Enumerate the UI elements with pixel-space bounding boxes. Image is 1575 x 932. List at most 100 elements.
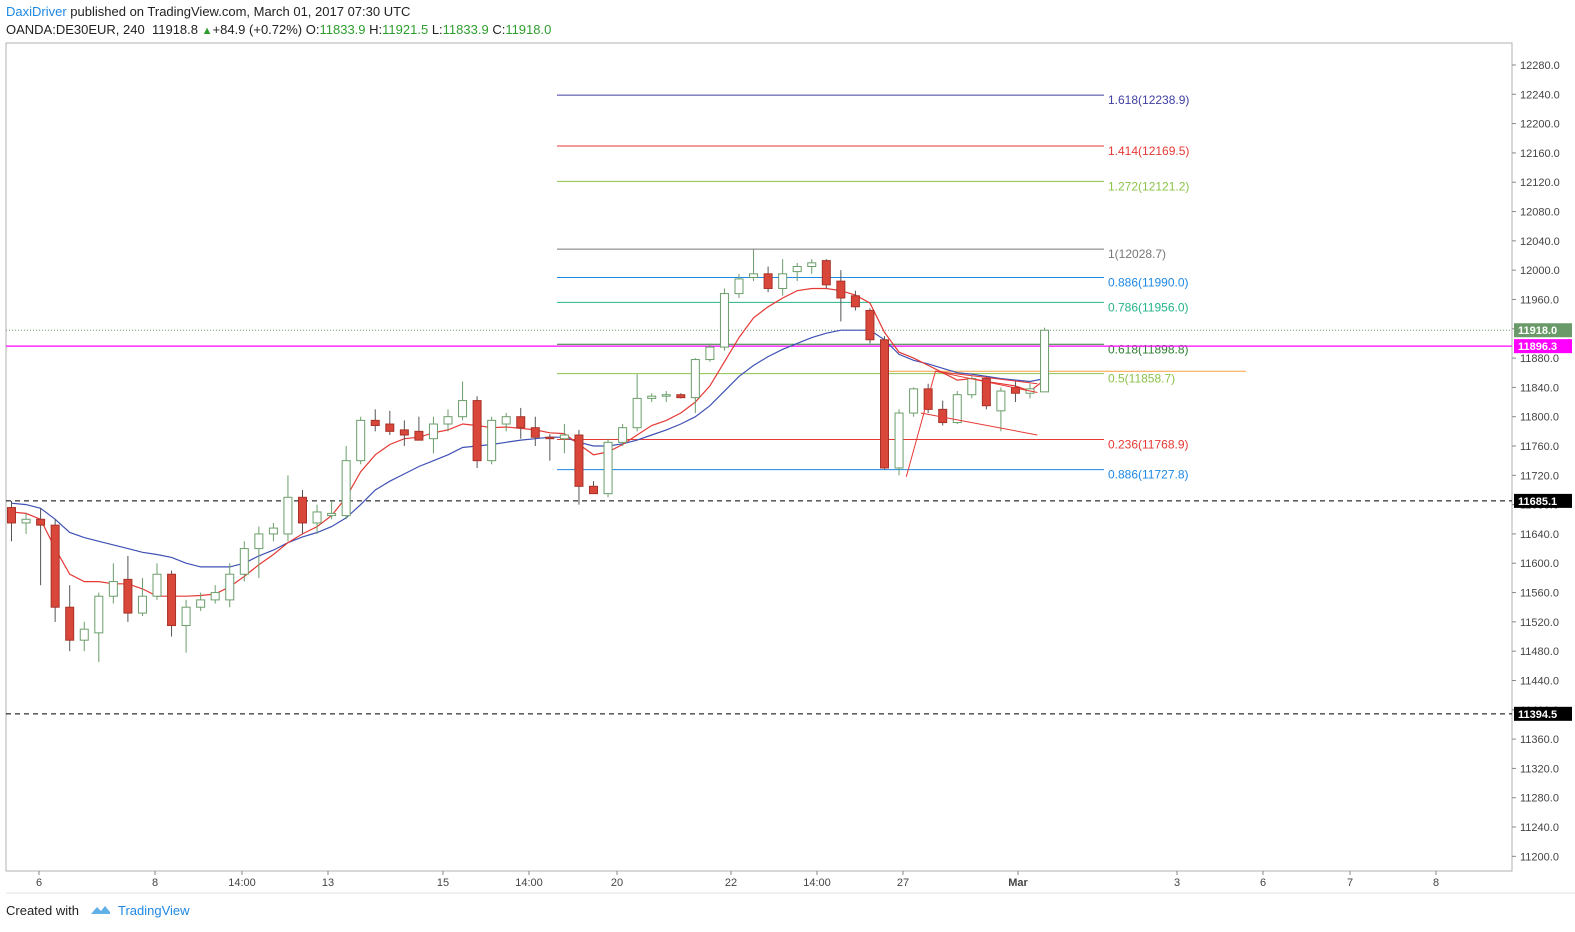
footer: Created with TradingView: [6, 903, 190, 919]
y-tick-label: 11360.0: [1520, 734, 1559, 746]
candle-body: [880, 339, 889, 469]
price-tag: [1514, 493, 1572, 508]
y-tick-label: 12240.0: [1520, 89, 1560, 101]
high-value: 11921.5: [382, 22, 429, 37]
candle-body: [225, 573, 235, 601]
x-tick-label: 15: [437, 877, 449, 889]
candle-body: [719, 293, 729, 348]
candle-body: [545, 436, 555, 440]
y-tick-label: 11240.0: [1520, 822, 1559, 834]
symbol-label: OANDA:DE30EUR, 240: [6, 22, 145, 37]
x-tick-label: 8: [152, 877, 158, 889]
candle-body: [196, 599, 206, 608]
ohlc-legend: OANDA:DE30EUR, 240 11918.8 ▲+84.9 (+0.72…: [6, 22, 551, 37]
ema-slow-line: [11, 329, 1045, 568]
candle-body: [428, 423, 438, 440]
close-value: 11918.0: [505, 22, 552, 37]
y-tick-label: 12000.0: [1520, 265, 1560, 277]
candle-body: [283, 496, 293, 535]
author-link[interactable]: DaxiDriver: [6, 4, 67, 19]
candle-body: [167, 573, 177, 627]
pattern-trend-line: [935, 370, 1038, 385]
x-tick-label: Mar: [1008, 877, 1028, 889]
candle-body: [1040, 329, 1050, 393]
candle-body: [763, 273, 773, 289]
candle-body: [458, 400, 468, 418]
candle-body: [21, 518, 31, 524]
candle-body: [152, 573, 162, 597]
price-tag: [1514, 339, 1572, 354]
y-tick-label: 11200.0: [1520, 851, 1559, 863]
y-tick-label: 11560.0: [1520, 588, 1559, 600]
candle-body: [676, 394, 686, 399]
x-tick-label: 3: [1174, 877, 1180, 889]
candle-body: [589, 485, 598, 495]
fib-level-label: 0.618(11898.8): [1108, 342, 1189, 356]
plot-frame: [5, 42, 1513, 872]
candle-body: [909, 388, 919, 414]
candle-body: [661, 394, 671, 397]
y-tick-label: 11800.0: [1520, 412, 1559, 424]
y-tick-label: 12040.0: [1520, 236, 1560, 248]
candle-body: [618, 427, 628, 443]
candle-body: [792, 265, 802, 273]
y-tick-label: 11720.0: [1520, 470, 1559, 482]
candle-body: [778, 273, 788, 289]
candle-body: [603, 441, 613, 495]
x-tick-label: 8: [1433, 877, 1439, 889]
low-value: 11833.9: [442, 22, 489, 37]
candle-body: [356, 419, 366, 462]
candle-body: [370, 419, 380, 426]
candle-body: [734, 278, 744, 295]
pattern-trend-line: [920, 412, 1038, 436]
candle-body: [996, 390, 1006, 412]
y-tick-label: 11880.0: [1520, 353, 1559, 365]
open-value: 11833.9: [319, 22, 366, 37]
x-tick-label: 22: [725, 877, 737, 889]
y-tick-label: 11600.0: [1520, 558, 1559, 570]
candle-body: [690, 359, 700, 399]
fib-level-label: 1(12028.7): [1108, 247, 1166, 261]
fib-level-label: 0.236(11768.9): [1108, 437, 1189, 451]
y-tick-label: 11840.0: [1520, 382, 1559, 394]
candle-body: [210, 592, 220, 601]
up-arrow-icon: ▲: [201, 25, 213, 37]
candle-body: [1010, 386, 1020, 394]
x-tick-label: 6: [1260, 877, 1266, 889]
open-label: O:: [305, 22, 320, 37]
candle-body: [981, 378, 991, 407]
candle-body: [967, 378, 977, 396]
candle-body: [647, 395, 657, 399]
candle-body: [312, 511, 322, 524]
x-tick-label: 14:00: [515, 877, 543, 889]
candle-body: [341, 460, 351, 517]
candle-body: [79, 628, 89, 641]
fib-level-label: 1.272(12121.2): [1108, 179, 1189, 193]
x-tick-label: 7: [1347, 877, 1353, 889]
price-tag-label: 11685.1: [1518, 496, 1557, 508]
y-tick-label: 12200.0: [1520, 119, 1560, 131]
y-tick-label: 11480.0: [1520, 646, 1559, 658]
price-change: +84.9 (+0.72%): [212, 22, 303, 37]
last-price: 11918.8: [151, 22, 198, 37]
candle-body: [749, 273, 759, 278]
candle-body: [807, 262, 817, 267]
x-tick-label: 13: [322, 877, 334, 889]
y-tick-label: 11960.0: [1520, 294, 1559, 306]
candle-body: [108, 581, 118, 597]
candle-body: [865, 309, 875, 341]
y-tick-label: 11320.0: [1520, 763, 1559, 775]
fib-level-label: 1.414(12169.5): [1108, 144, 1189, 158]
fib-level-label: 0.886(11990.0): [1108, 275, 1189, 289]
candle-body: [327, 512, 337, 517]
tradingview-cloud-icon: [89, 904, 111, 919]
candle-body: [385, 423, 395, 432]
candle-body: [65, 606, 75, 641]
tradingview-link[interactable]: TradingView: [118, 903, 190, 918]
created-with-text: Created with: [6, 903, 79, 918]
candle-body: [239, 548, 249, 575]
candle-body: [472, 400, 482, 462]
candle-body: [938, 408, 948, 424]
fib-level-label: 0.886(11727.8): [1108, 468, 1189, 482]
